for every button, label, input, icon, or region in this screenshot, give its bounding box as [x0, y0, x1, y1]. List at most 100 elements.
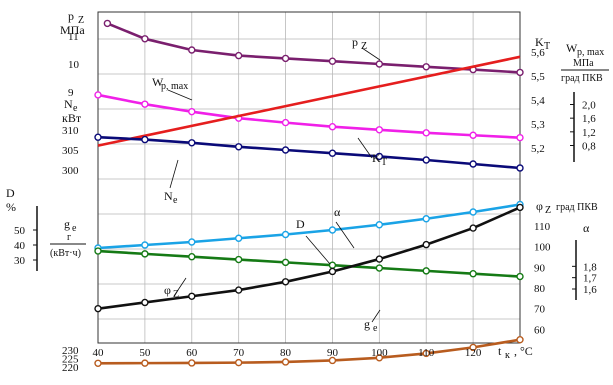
- axis-pz: p Z МПа 11 10 9: [60, 9, 85, 99]
- series-leader-ge: [371, 309, 381, 323]
- series-point-alpha: [94, 247, 102, 255]
- x-tick-label: 60: [186, 347, 198, 359]
- series-point-wp: [188, 107, 196, 116]
- series-leader-alpha: [335, 221, 355, 249]
- plot-frame: [97, 11, 521, 344]
- axis-alpha-tick-label: 1,7: [583, 273, 597, 285]
- series-point-d: [422, 215, 430, 223]
- axis-phi-tick-label: 70: [534, 304, 546, 316]
- axis-kt-tick-label: 5,4: [531, 95, 545, 107]
- x-axis-label-main: t: [498, 344, 502, 358]
- axis-d-label: D: [6, 186, 15, 200]
- series-point-ge: [188, 359, 196, 367]
- series-point-ne: [141, 135, 149, 144]
- axis-wp-tick-label: 1,2: [582, 127, 596, 139]
- series-point-pz: [375, 60, 384, 68]
- series-point-ge: [94, 359, 102, 367]
- series-label-sub-phi: Z: [173, 289, 179, 300]
- axis-alpha: α 1,81,71,6: [572, 221, 597, 300]
- axis-kt-sub: T: [544, 41, 550, 52]
- axis-phi: φ Z град ПКВ 110 100 90 80 70 60: [534, 199, 598, 336]
- axis-ge-sub: e: [72, 223, 77, 234]
- axis-phi-tick-label: 100: [534, 242, 551, 254]
- series-point-alpha: [422, 267, 430, 275]
- series-point-ne: [188, 139, 196, 147]
- axis-d-ticks: 50 40 30: [14, 225, 37, 267]
- series-line-wp: [97, 93, 521, 139]
- axis-d-tick-label: 50: [14, 225, 26, 237]
- axis-ne-tick-label: 310: [62, 125, 79, 137]
- axis-alpha-ticks: 1,81,71,6: [572, 261, 597, 296]
- axis-ne: N e кВт 310 305 300: [62, 97, 82, 177]
- series-point-pz: [516, 68, 524, 77]
- grid: [97, 12, 520, 343]
- axis-pz-tick-label: 10: [68, 59, 80, 71]
- axis-alpha-tick-label: 1,8: [583, 261, 597, 273]
- series-point-wp: [94, 91, 102, 99]
- axis-wp-tick-label: 0,8: [582, 141, 596, 153]
- series-label-sub-kt: T: [381, 157, 387, 168]
- series-point-pz: [328, 57, 337, 65]
- series-line-ge: [97, 338, 521, 365]
- x-tick-label: 50: [139, 347, 151, 359]
- series-point-ne: [422, 156, 430, 164]
- axis-ne-tick-label: 300: [62, 165, 79, 177]
- series-leader-d: [305, 235, 331, 265]
- axis-ne-label: N: [64, 97, 73, 111]
- x-tick-label: 120: [465, 347, 482, 359]
- series-label-kt: K: [372, 151, 381, 165]
- series-line-kt: [97, 55, 521, 147]
- x-tick-label: 110: [418, 347, 435, 359]
- series-point-alpha: [188, 253, 196, 261]
- series-point-ne: [375, 152, 384, 161]
- series-point-alpha: [234, 255, 243, 264]
- axis-wp-tick-label: 2,0: [582, 100, 596, 112]
- series-leader-pz: [361, 47, 381, 61]
- series-point-ne: [516, 164, 524, 172]
- series-label-pz: p: [352, 35, 358, 49]
- series-point-alpha: [375, 264, 384, 272]
- series-label-sub-wp: p, max: [161, 81, 188, 92]
- x-axis-label-unit: , °C: [514, 344, 533, 358]
- series-point-pz: [281, 54, 290, 63]
- series-label-sub-ne: e: [173, 195, 178, 206]
- axis-alpha-label: α: [583, 221, 590, 235]
- series-leader-kt: [357, 137, 373, 159]
- series-point-ne: [94, 133, 102, 141]
- axis-d: D % 50 40 30: [6, 186, 38, 271]
- axis-pz-tick-label: 11: [68, 31, 79, 43]
- series-point-alpha: [328, 261, 337, 269]
- series-point-ge: [469, 343, 477, 352]
- series-point-wp: [469, 131, 477, 139]
- series-label-sub-ge: e: [373, 323, 378, 334]
- series-point-phi: [188, 292, 196, 300]
- axis-pz-label: p: [68, 9, 74, 23]
- series-leader-phi: [173, 277, 187, 297]
- series-label-alpha: α: [334, 205, 341, 219]
- series-point-phi: [469, 224, 477, 232]
- axis-pz-ticks: 11 10 9: [68, 31, 80, 99]
- axis-ge-tick-label: 225: [62, 354, 79, 366]
- series-point-phi: [422, 240, 430, 249]
- axis-wp-label: W: [566, 41, 578, 55]
- x-tick-label: 80: [280, 347, 292, 359]
- series-point-ge: [281, 358, 290, 366]
- series-line-phi: [97, 206, 521, 310]
- series-point-d: [375, 221, 384, 229]
- series-point-alpha: [469, 270, 477, 278]
- axis-ge-unit-num: г: [67, 232, 71, 243]
- x-axis-label: t к , °C: [498, 344, 533, 361]
- series-point-d: [469, 208, 477, 216]
- series-point-wp: [141, 100, 149, 108]
- series-point-wp: [281, 118, 290, 127]
- axis-kt-tick-label: 5,6: [531, 47, 545, 59]
- series-point-ge: [516, 335, 524, 344]
- series-leader-wp: [167, 89, 193, 101]
- series-point-ge: [328, 356, 337, 365]
- x-tick-label: 100: [371, 347, 388, 359]
- axis-ne-tick-label: 305: [62, 145, 79, 157]
- series-point-d: [141, 241, 149, 249]
- axis-alpha-tick-label: 1,6: [583, 284, 597, 296]
- axis-ne-sub: e: [73, 103, 78, 114]
- series-line-alpha: [97, 249, 521, 278]
